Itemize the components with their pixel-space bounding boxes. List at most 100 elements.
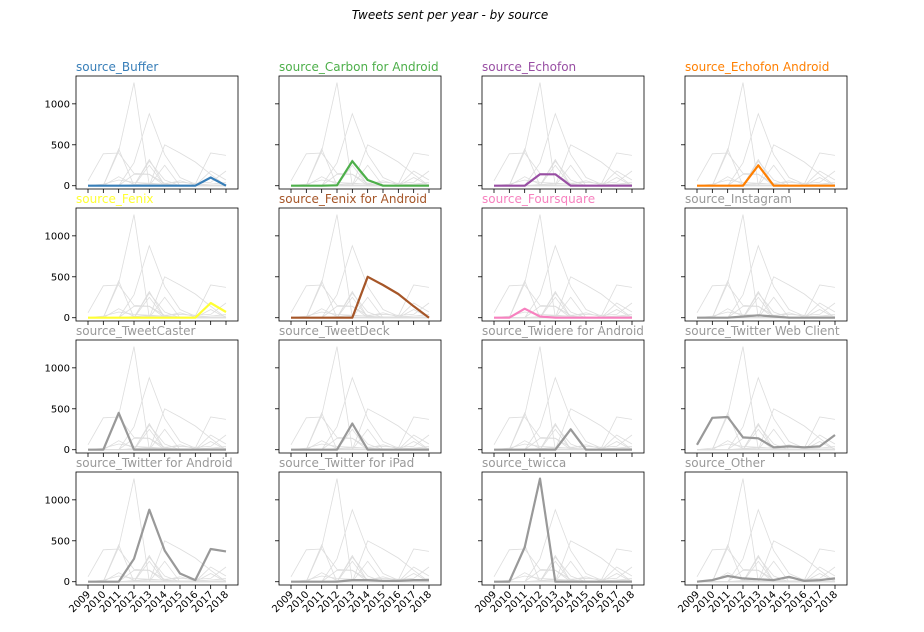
panel-source-buffer: source_Buffer 0 500 1000 [45, 60, 239, 193]
background-series-line [697, 478, 835, 583]
series-line-source-fenix [88, 301, 227, 319]
series-line-source-fenix-for-android [291, 275, 430, 319]
y-tick-label: 500 [51, 404, 70, 415]
axes-frame [684, 471, 848, 586]
series-line-source-twidere-for-android [494, 428, 632, 451]
panel-title: source_Fenix [76, 192, 154, 206]
series-line-source-tweetdeck [291, 422, 429, 451]
y-tick-label: 500 [51, 272, 70, 283]
panel-title: source_Carbon for Android [279, 60, 439, 74]
background-series-line [290, 548, 430, 580]
axes-frame [75, 471, 239, 586]
y-tick-label: 500 [51, 536, 70, 547]
axes-frame [481, 207, 645, 322]
series-line-source-carbon-for-android [291, 160, 429, 187]
panel-title: source_Echofon Android [685, 60, 829, 74]
panel-source-twitter-for-ipad: source_Twitter for iPad20092010201120122… [270, 456, 442, 615]
panel-title: source_Twitter for iPad [279, 456, 414, 470]
panel-source-tweetcaster: source_TweetCaster 0 500 1000 [45, 324, 239, 457]
background-series-line [493, 443, 633, 451]
axes-frame [481, 471, 645, 586]
background-series-line [87, 152, 227, 184]
axes-frame [278, 207, 442, 322]
background-series-line [290, 179, 430, 187]
background-series-line [87, 548, 227, 580]
axes-frame [75, 75, 239, 190]
background-series-line [696, 548, 836, 580]
y-tick-label: 1000 [45, 231, 70, 242]
panel-source-fenix: source_Fenix 0 500 1000 [45, 192, 239, 325]
panel-source-echofon: source_Echofon [478, 60, 645, 193]
background-series-line [87, 575, 227, 583]
y-tick-label: 0 [64, 181, 70, 192]
axes-frame [684, 75, 848, 190]
background-series-line [88, 478, 226, 583]
panel-title: source_TweetCaster [76, 324, 196, 338]
background-series-line [290, 443, 430, 451]
panel-source-tweetdeck: source_TweetDeck [275, 324, 442, 457]
y-tick-label: 1000 [45, 495, 70, 506]
panel-title: source_Twidere for Android [482, 324, 644, 338]
panel-source-twitter-for-android: source_Twitter for Android05001000200920… [45, 456, 239, 615]
series-line-source-twitter-for-android [88, 508, 227, 583]
panels-grid: source_Buffer 0 500 1000 source_Carbon for A… [45, 60, 848, 615]
axes-frame [278, 75, 442, 190]
series-line-source-instagram [697, 314, 835, 319]
series-line-source-buffer [88, 176, 227, 187]
panel-source-foursquare: source_Foursquare [478, 192, 645, 325]
background-series-line [87, 284, 227, 316]
background-series-line [290, 311, 430, 319]
background-series-line [493, 548, 633, 580]
y-tick-label: 0 [64, 445, 70, 456]
panel-title: source_Fenix for Android [279, 192, 427, 206]
background-series-line [493, 416, 633, 448]
panel-source-fenix-for-android: source_Fenix for Android [275, 192, 442, 325]
axes-frame [481, 75, 645, 190]
panel-source-twidere-for-android: source_Twidere for Android [478, 324, 645, 457]
background-series-line [87, 416, 227, 448]
axes-frame [75, 339, 239, 454]
panel-source-other: source_Other2009201020112012201320142015… [676, 456, 848, 615]
panel-title: source_Foursquare [482, 192, 595, 206]
axes-frame [481, 339, 645, 454]
background-series-line [696, 284, 836, 316]
series-line-source-other [696, 574, 836, 583]
series-line-source-twitter-web-client [696, 415, 836, 449]
panel-title: source_Echofon [482, 60, 576, 74]
axes-frame [278, 339, 442, 454]
background-series-line [493, 284, 633, 316]
panel-source-carbon-for-android: source_Carbon for Android [275, 60, 442, 193]
panel-title: source_Other [685, 456, 765, 470]
axes-frame [684, 207, 848, 322]
panel-source-twitter-web-client: source_Twitter Web Client [681, 324, 848, 457]
series-line-source-echofon [494, 173, 632, 187]
panel-title: source_Buffer [76, 60, 158, 74]
y-tick-label: 1000 [45, 99, 70, 110]
series-line-source-foursquare [494, 307, 632, 319]
axes-frame [684, 339, 848, 454]
panel-source-echofon-android: source_Echofon Android [681, 60, 848, 193]
background-series-line [290, 284, 430, 316]
series-line-source-echofon-android [697, 164, 835, 187]
background-series-line [696, 152, 836, 184]
background-series-line [493, 179, 633, 187]
y-tick-label: 0 [64, 313, 70, 324]
background-series-line [291, 478, 429, 583]
background-series-line [290, 152, 430, 184]
background-series-line [696, 443, 836, 451]
chart-title: Tweets sent per year - by source [352, 8, 549, 22]
y-tick-label: 0 [64, 577, 70, 588]
series-line-source-tweetcaster [88, 411, 226, 451]
background-series-line [697, 346, 835, 451]
panel-title: source_twicca [482, 456, 566, 470]
panel-title: source_Instagram [685, 192, 792, 206]
series-line-source-twicca [494, 477, 632, 583]
y-tick-label: 1000 [45, 363, 70, 374]
background-series-line [291, 214, 429, 319]
y-tick-label: 500 [51, 140, 70, 151]
panel-title: source_TweetDeck [279, 324, 390, 338]
panel-title: source_Twitter Web Client [685, 324, 840, 338]
background-series-line [87, 311, 227, 319]
background-series-line [87, 179, 227, 187]
